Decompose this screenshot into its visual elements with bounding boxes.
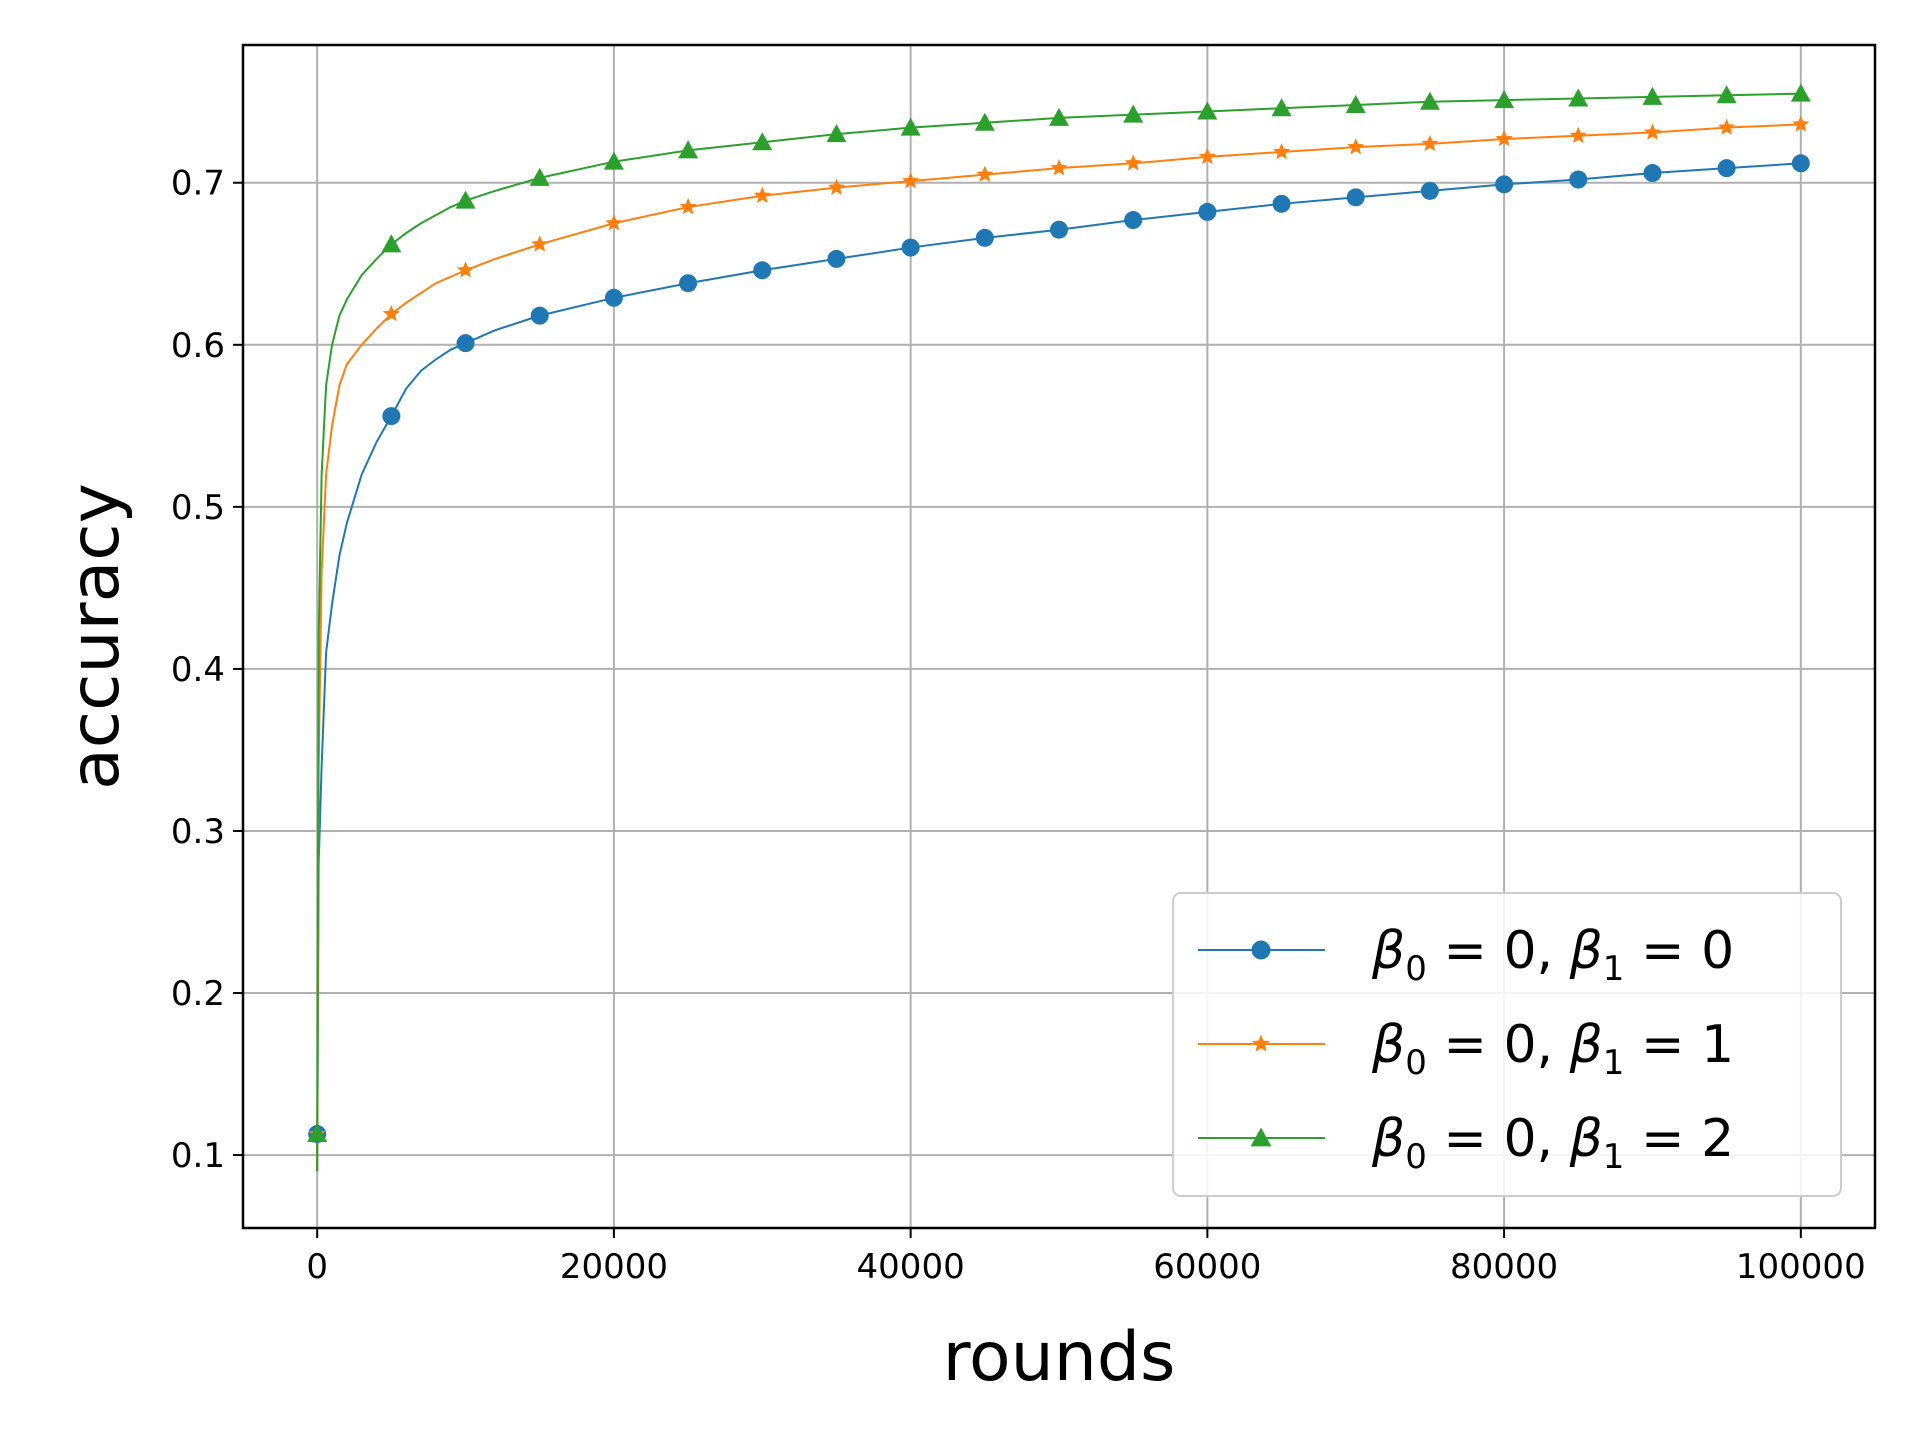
series-marker-triangle bbox=[1123, 104, 1144, 123]
series-marker-star bbox=[1421, 134, 1439, 152]
grid bbox=[243, 45, 1875, 1228]
series-marker-triangle bbox=[1642, 86, 1663, 105]
x-axis-ticks: 0 20000 40000 60000 80000 100000 bbox=[306, 1228, 1866, 1287]
x-tick-label: 60000 bbox=[1153, 1247, 1261, 1287]
legend: β0 = 0, β1 = 0 β0 = 0, β1 = 1 β0 = 0, β1 =… bbox=[1172, 892, 1842, 1197]
series-line-1 bbox=[316, 123, 1801, 1172]
series-marker-circle bbox=[753, 261, 772, 280]
series-marker-star bbox=[605, 214, 623, 231]
series-marker-star bbox=[976, 165, 994, 182]
y-axis-ticks: 0.1 0.2 0.3 0.4 0.5 0.6 0.7 bbox=[171, 164, 243, 1176]
series-marker-triangle bbox=[455, 190, 476, 209]
series-marker-circle bbox=[1272, 194, 1291, 213]
series-marker-circle bbox=[1420, 181, 1439, 200]
series-markers bbox=[307, 83, 1811, 1144]
series-marker-circle bbox=[1643, 164, 1662, 183]
x-tick-label: 40000 bbox=[857, 1247, 965, 1287]
y-tick-label: 0.7 bbox=[171, 164, 225, 204]
series-marker-star bbox=[382, 305, 400, 322]
series-marker-star bbox=[1718, 118, 1736, 135]
series-marker-star bbox=[1050, 159, 1068, 176]
series-marker-triangle bbox=[1049, 107, 1069, 126]
series-marker-triangle bbox=[1345, 94, 1366, 113]
legend-entry-label: β0 = 0, β1 = 0 bbox=[1371, 921, 1734, 989]
series-marker-circle bbox=[679, 274, 698, 293]
series-lines bbox=[316, 92, 1801, 1172]
series-marker-star bbox=[753, 186, 771, 203]
series-marker-triangle bbox=[900, 117, 921, 136]
y-tick-label: 0.6 bbox=[171, 326, 225, 366]
series-line-2 bbox=[316, 92, 1801, 1172]
series-marker-triangle bbox=[1271, 98, 1292, 117]
series-marker-triangle bbox=[974, 112, 995, 131]
series-marker-star bbox=[1272, 142, 1291, 160]
series-marker-circle bbox=[382, 407, 401, 426]
x-tick-label: 0 bbox=[306, 1247, 328, 1287]
legend-entry-label: β0 = 0, β1 = 1 bbox=[1371, 1015, 1734, 1083]
series-marker-circle bbox=[530, 306, 549, 325]
y-tick-label: 0.4 bbox=[171, 650, 225, 690]
series-marker-circle bbox=[975, 228, 994, 247]
series-marker-star bbox=[1569, 126, 1587, 144]
x-axis-title: rounds bbox=[943, 1318, 1176, 1397]
series-marker-circle bbox=[1198, 202, 1217, 221]
series-marker-triangle bbox=[826, 124, 847, 143]
series-marker-triangle bbox=[307, 1124, 328, 1143]
y-tick-label: 0.3 bbox=[171, 812, 225, 852]
series-marker-circle bbox=[1124, 211, 1143, 230]
series-marker-circle bbox=[1251, 940, 1271, 960]
series-marker-triangle bbox=[1250, 1127, 1272, 1147]
y-tick-label: 0.2 bbox=[171, 974, 225, 1014]
x-tick-label: 80000 bbox=[1450, 1247, 1558, 1287]
series-marker-star bbox=[1198, 147, 1216, 165]
series-marker-star bbox=[1252, 1034, 1270, 1052]
series-line-0 bbox=[316, 162, 1801, 1172]
series-marker-triangle bbox=[1197, 101, 1218, 120]
series-marker-star bbox=[679, 198, 697, 215]
series-marker-triangle bbox=[1716, 85, 1737, 104]
series-marker-star bbox=[1124, 154, 1142, 171]
series-marker-triangle bbox=[752, 132, 773, 151]
series-marker-triangle bbox=[381, 234, 402, 253]
series-marker-circle bbox=[456, 334, 475, 353]
series-marker-circle bbox=[827, 249, 846, 268]
series-marker-circle bbox=[1346, 188, 1365, 207]
legend-entry-label: β0 = 0, β1 = 2 bbox=[1371, 1109, 1734, 1177]
series-marker-star bbox=[902, 172, 920, 189]
y-axis-title: accuracy bbox=[56, 483, 135, 790]
series-marker-star bbox=[1792, 115, 1810, 132]
series-marker-circle bbox=[1791, 154, 1810, 173]
series-marker-triangle bbox=[678, 140, 699, 159]
plot-frame bbox=[241, 43, 1877, 1230]
series-marker-triangle bbox=[529, 167, 550, 186]
series-marker-circle bbox=[604, 288, 623, 307]
series-marker-circle bbox=[1050, 220, 1068, 239]
series-marker-star bbox=[531, 235, 549, 252]
series-marker-circle bbox=[1495, 175, 1514, 194]
legend-box bbox=[1172, 892, 1842, 1197]
series-marker-triangle bbox=[1790, 83, 1811, 102]
series-marker-circle bbox=[1569, 170, 1588, 189]
series-marker-triangle bbox=[1494, 90, 1515, 109]
series-marker-star bbox=[827, 178, 846, 195]
x-tick-label: 20000 bbox=[560, 1247, 668, 1287]
series-marker-triangle bbox=[603, 151, 624, 170]
series-marker-star bbox=[1643, 123, 1662, 140]
series-marker-star bbox=[1347, 138, 1365, 155]
series-marker-triangle bbox=[1419, 91, 1440, 110]
series-marker-star bbox=[456, 261, 475, 278]
series-marker-star bbox=[1495, 129, 1513, 147]
series-marker-triangle bbox=[1568, 88, 1589, 107]
series-marker-circle bbox=[1717, 159, 1736, 178]
y-tick-label: 0.5 bbox=[171, 488, 225, 528]
x-tick-label: 100000 bbox=[1736, 1247, 1866, 1287]
y-tick-label: 0.1 bbox=[171, 1136, 225, 1176]
series-marker-circle bbox=[901, 238, 920, 257]
